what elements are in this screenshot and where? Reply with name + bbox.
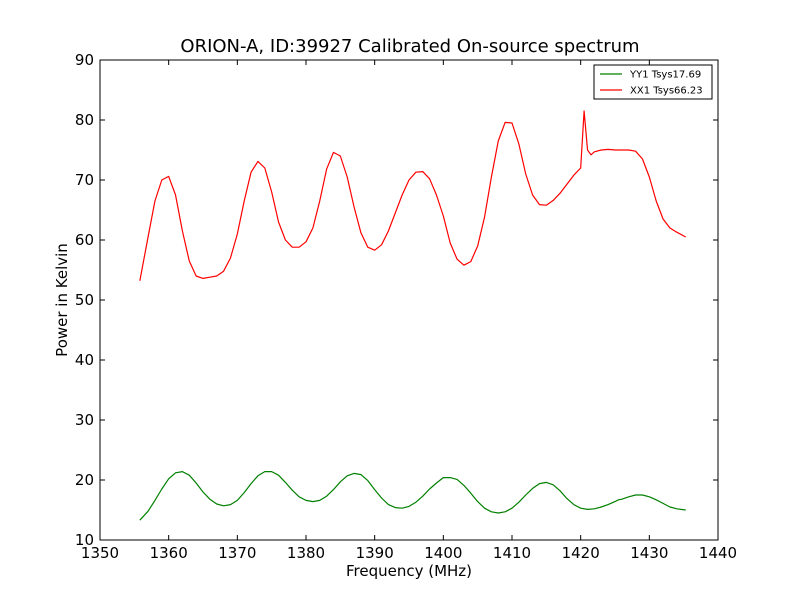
x-tick-label: 1380 [287, 544, 325, 562]
legend-label-2: XX1 Tsys66.23 [630, 86, 703, 97]
x-tick-label: 1370 [218, 544, 256, 562]
y-tick-label: 40 [75, 351, 94, 369]
x-tick-label: 1350 [81, 544, 119, 562]
legend-box [593, 64, 713, 100]
x-tick-label: 1410 [493, 544, 531, 562]
y-tick-label: 50 [75, 291, 94, 309]
chart-title: ORION-A, ID:39927 Calibrated On-source s… [180, 36, 639, 57]
legend-label-1: YY1 Tsys17.69 [629, 70, 701, 81]
series-line-2 [139, 110, 687, 281]
y-axis-label: Power in Kelvin [53, 243, 71, 357]
x-tick-label: 1430 [630, 544, 668, 562]
x-tick-label: 1420 [562, 544, 600, 562]
x-tick-label: 1360 [150, 544, 188, 562]
x-axis: 1350 1360 1370 1380 1390 1400 1410 1420 1430 1440 [81, 60, 737, 562]
y-tick-label: 90 [75, 51, 94, 69]
series-layer [139, 110, 687, 521]
y-tick-label: 70 [75, 171, 94, 189]
y-axis: 10 20 30 40 50 60 70 80 90 [75, 51, 718, 549]
series-line-1 [139, 471, 686, 521]
y-tick-label: 60 [75, 231, 94, 249]
y-tick-label: 30 [75, 411, 94, 429]
x-axis-label: Frequency (MHz) [346, 562, 472, 580]
x-tick-label: 1440 [699, 544, 737, 562]
legend: YY1 Tsys17.69 XX1 Tsys66.23 [593, 64, 713, 100]
plot-area [100, 60, 718, 540]
x-tick-label: 1390 [356, 544, 394, 562]
y-tick-label: 80 [75, 111, 94, 129]
y-tick-label: 20 [75, 471, 94, 489]
x-tick-label: 1400 [424, 544, 462, 562]
y-tick-label: 10 [75, 531, 94, 549]
